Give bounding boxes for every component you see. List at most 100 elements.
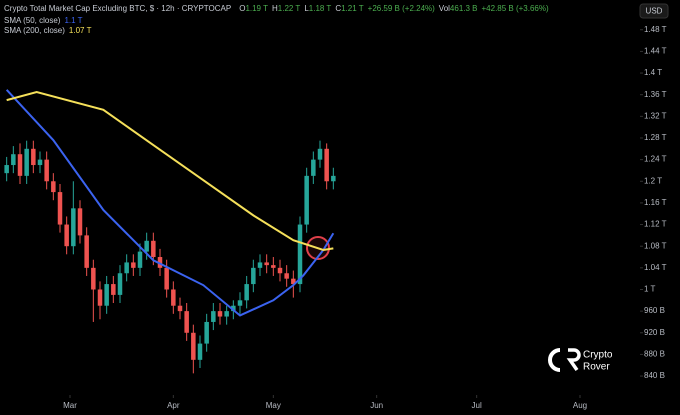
- ohlc-label: C: [335, 4, 341, 13]
- candle-body: [157, 257, 163, 268]
- candle-body: [137, 251, 143, 268]
- y-tick-label: 1.32 T: [644, 111, 667, 120]
- candle-body: [231, 305, 236, 312]
- y-tick-label: 1.48 T: [644, 25, 667, 34]
- legend-name: SMA (200, close): [4, 26, 65, 35]
- candle-body: [131, 262, 136, 268]
- candle-body: [291, 278, 296, 285]
- x-tick-label: Jul: [472, 401, 482, 410]
- candle-body: [297, 224, 303, 285]
- x-tick-label: Apr: [167, 401, 180, 410]
- ohlc-value: 1.22 T: [278, 4, 301, 13]
- y-tick-label: 1.12 T: [644, 220, 667, 229]
- candle-body: [171, 289, 176, 306]
- candle-body: [204, 321, 209, 344]
- candle-body: [4, 165, 9, 174]
- sma-line: [6, 90, 334, 252]
- candle-body: [164, 267, 169, 290]
- y-tick-label: 1 T: [644, 285, 656, 294]
- currency: USD: [646, 7, 663, 16]
- candle-body: [197, 343, 203, 360]
- x-tick-label: Aug: [573, 401, 587, 410]
- sma-line: [5, 89, 335, 317]
- candle-body: [324, 148, 329, 182]
- y-tick-label: 1.16 T: [644, 198, 667, 207]
- logo-text: Crypto: [583, 350, 613, 361]
- legend-entry: SMA (50, close) 1.1 T: [4, 16, 83, 25]
- candle-body: [304, 175, 309, 225]
- y-tick-label: 1.28 T: [644, 133, 667, 142]
- y-tick-label: 1.44 T: [644, 47, 667, 56]
- ohlc-value: 1.19 T: [245, 4, 268, 13]
- candle-body: [284, 273, 289, 279]
- candle-body: [264, 262, 269, 266]
- candle-body: [77, 208, 83, 236]
- ohlc-value: 1.21 T: [341, 4, 364, 13]
- candle-body: [91, 267, 96, 290]
- candle-body: [244, 284, 249, 301]
- logo-text: Rover: [583, 362, 610, 373]
- candle-body: [117, 273, 123, 295]
- candle-body: [51, 181, 56, 193]
- y-tick-label: 1.04 T: [644, 263, 667, 272]
- y-tick-label: 1.4 T: [644, 68, 662, 77]
- candle-body: [151, 240, 156, 258]
- candle-body: [124, 262, 129, 274]
- candle-body: [317, 148, 323, 160]
- header: Crypto Total Market Cap Excluding BTC, $…: [4, 4, 549, 13]
- candle-body: [104, 284, 109, 306]
- x-tick-label: Jun: [370, 401, 383, 410]
- x-tick-label: May: [266, 401, 281, 410]
- candle-body: [277, 267, 283, 274]
- candle-body: [84, 235, 89, 268]
- candle-body: [44, 159, 49, 182]
- candle-body: [191, 332, 196, 360]
- ohlc-label: L: [304, 4, 309, 13]
- candle-body: [271, 265, 276, 268]
- logo-icon: [566, 348, 581, 372]
- x-tick-label: Mar: [63, 401, 77, 410]
- y-tick-label: 1.24 T: [644, 155, 667, 164]
- candle-body: [11, 154, 16, 166]
- y-tick-label: 1.2 T: [644, 176, 662, 185]
- candle-body: [37, 159, 43, 166]
- volume-change: +42.85 B (+3.66%): [482, 4, 549, 13]
- legend-value: 1.1 T: [64, 16, 82, 25]
- ohlc-label: H: [272, 4, 278, 13]
- candle-body: [311, 159, 316, 176]
- ohlc-value: 1.18 T: [309, 4, 332, 13]
- candle-body: [71, 208, 76, 247]
- ohlc-label: O: [239, 4, 245, 13]
- y-tick-label: 1.08 T: [644, 241, 667, 250]
- logo: Crypto Rover: [548, 348, 613, 373]
- candle-body: [97, 289, 103, 306]
- currency-button[interactable]: [639, 3, 669, 19]
- y-tick-label: 1.36 T: [644, 90, 667, 99]
- candle-body: [31, 148, 36, 166]
- candle-body: [224, 311, 229, 317]
- logo-icon: [548, 348, 561, 372]
- candle-body: [331, 175, 336, 182]
- candle-body: [17, 154, 23, 176]
- legend-value: 1.07 T: [69, 26, 92, 35]
- candle-body: [111, 284, 116, 295]
- candle-body: [217, 311, 223, 317]
- candle-body: [184, 311, 189, 333]
- y-tick-label: 960 B: [644, 306, 665, 315]
- volume: 461.3 B: [450, 4, 478, 13]
- legend-name: SMA (50, close): [4, 16, 61, 25]
- candle-body: [257, 262, 263, 268]
- candle-body: [237, 300, 243, 306]
- candle-body: [251, 267, 256, 285]
- change: +26.59 B (+2.24%): [368, 4, 435, 13]
- volume-label: Vol: [439, 4, 450, 13]
- candle-body: [57, 192, 63, 225]
- y-tick-label: 880 B: [644, 350, 665, 359]
- candle-body: [24, 148, 29, 176]
- candle-body: [211, 311, 216, 322]
- header-title: Crypto Total Market Cap Excluding BTC, $…: [4, 4, 231, 13]
- y-tick-label: 840 B: [644, 371, 665, 380]
- candle-body: [177, 305, 183, 312]
